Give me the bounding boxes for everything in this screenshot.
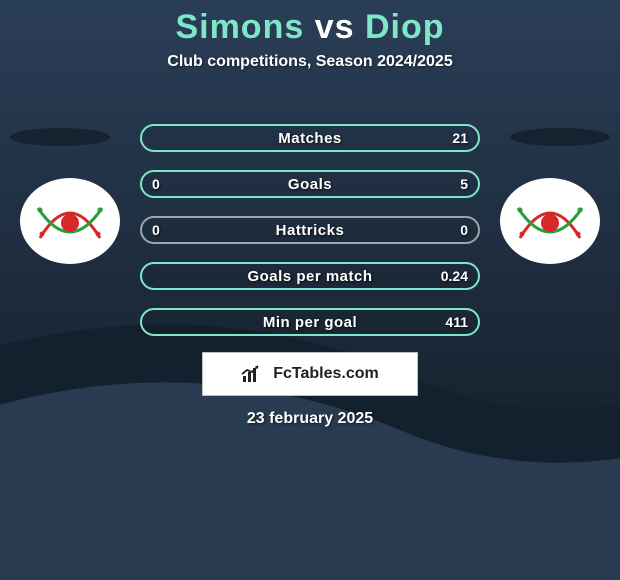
stat-left-value: 0: [152, 176, 188, 192]
stat-row-min-per-goal: Min per goal 411: [140, 308, 480, 336]
stat-row-hattricks: 0 Hattricks 0: [140, 216, 480, 244]
stat-row-goals: 0 Goals 5: [140, 170, 480, 198]
stat-label: Min per goal: [263, 314, 357, 331]
content-wrapper: Simons vs Diop Club competitions, Season…: [0, 0, 620, 580]
stat-label: Goals per match: [247, 268, 372, 285]
stat-right-value: 0: [432, 222, 468, 238]
stat-right-value: 411: [432, 314, 468, 330]
subtitle: Club competitions, Season 2024/2025: [0, 53, 620, 71]
player1-name: Simons: [175, 8, 304, 46]
stat-right-value: 21: [432, 130, 468, 146]
stat-label: Hattricks: [276, 222, 345, 239]
date-text: 23 february 2025: [0, 410, 620, 428]
stat-row-goals-per-match: Goals per match 0.24: [140, 262, 480, 290]
footer-brand-card: FcTables.com: [202, 352, 418, 396]
shadow-ellipse: [510, 128, 610, 146]
stat-label: Goals: [288, 176, 332, 193]
player2-name: Diop: [365, 8, 445, 46]
shadow-ellipse: [10, 128, 110, 146]
title: Simons vs Diop: [0, 0, 620, 47]
stat-row-matches: Matches 21: [140, 124, 480, 152]
stat-right-value: 5: [432, 176, 468, 192]
club-badge-right: [500, 178, 600, 264]
footer-brand-text: FcTables.com: [273, 365, 379, 383]
stat-label: Matches: [278, 130, 342, 147]
stat-left-value: 0: [152, 222, 188, 238]
chart-icon: [241, 364, 267, 384]
vs-text: vs: [315, 8, 355, 46]
stat-right-value: 0.24: [432, 268, 468, 284]
club-badge-left: [20, 178, 120, 264]
